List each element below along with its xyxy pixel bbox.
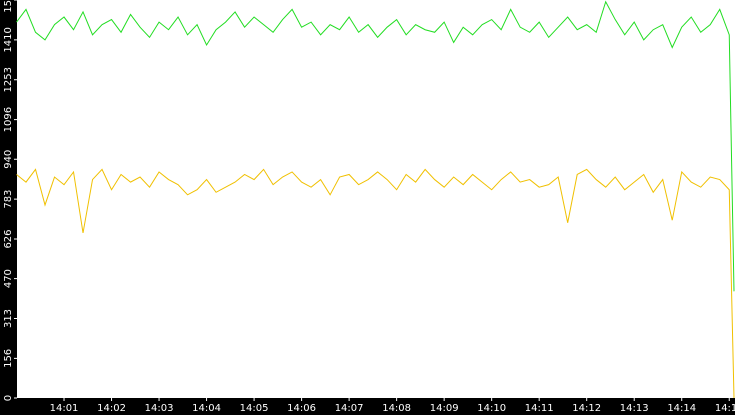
y-tick-label: 626 [3,229,14,248]
plot-area [17,0,735,398]
x-tick-label: 14:11 [525,403,554,414]
y-tick-label: 783 [3,190,14,209]
x-tick-label: 14:12 [572,403,601,414]
y-tick-label: 1253 [3,67,14,92]
series-line [16,168,735,399]
x-tick-label: 14:01 [50,403,79,414]
y-tick-label: 1096 [3,107,14,132]
y-tick-label: 470 [3,269,14,288]
series-line [16,0,735,292]
x-tick-label: 14:06 [287,403,316,414]
x-tick-label: 14:03 [145,403,174,414]
x-tick-label: 14:04 [192,403,221,414]
x-tick-label: 14:15 [715,403,735,414]
x-tick-label: 14:02 [97,403,126,414]
x-tick-label: 14:05 [240,403,269,414]
y-tick-label: 940 [3,150,14,169]
x-tick-label: 14:08 [382,403,411,414]
y-tick-label: 1410 [3,27,14,52]
x-tick-label: 14:07 [335,403,364,414]
y-tick-label: 0 [3,395,14,401]
y-tick-label: 1567 [3,0,14,13]
x-tick-label: 14:13 [620,403,649,414]
y-tick-label: 156 [3,349,14,368]
x-tick-label: 14:14 [667,403,696,414]
y-tick-label: 313 [3,309,14,328]
x-tick-label: 14:10 [477,403,506,414]
x-tick-label: 14:09 [430,403,459,414]
